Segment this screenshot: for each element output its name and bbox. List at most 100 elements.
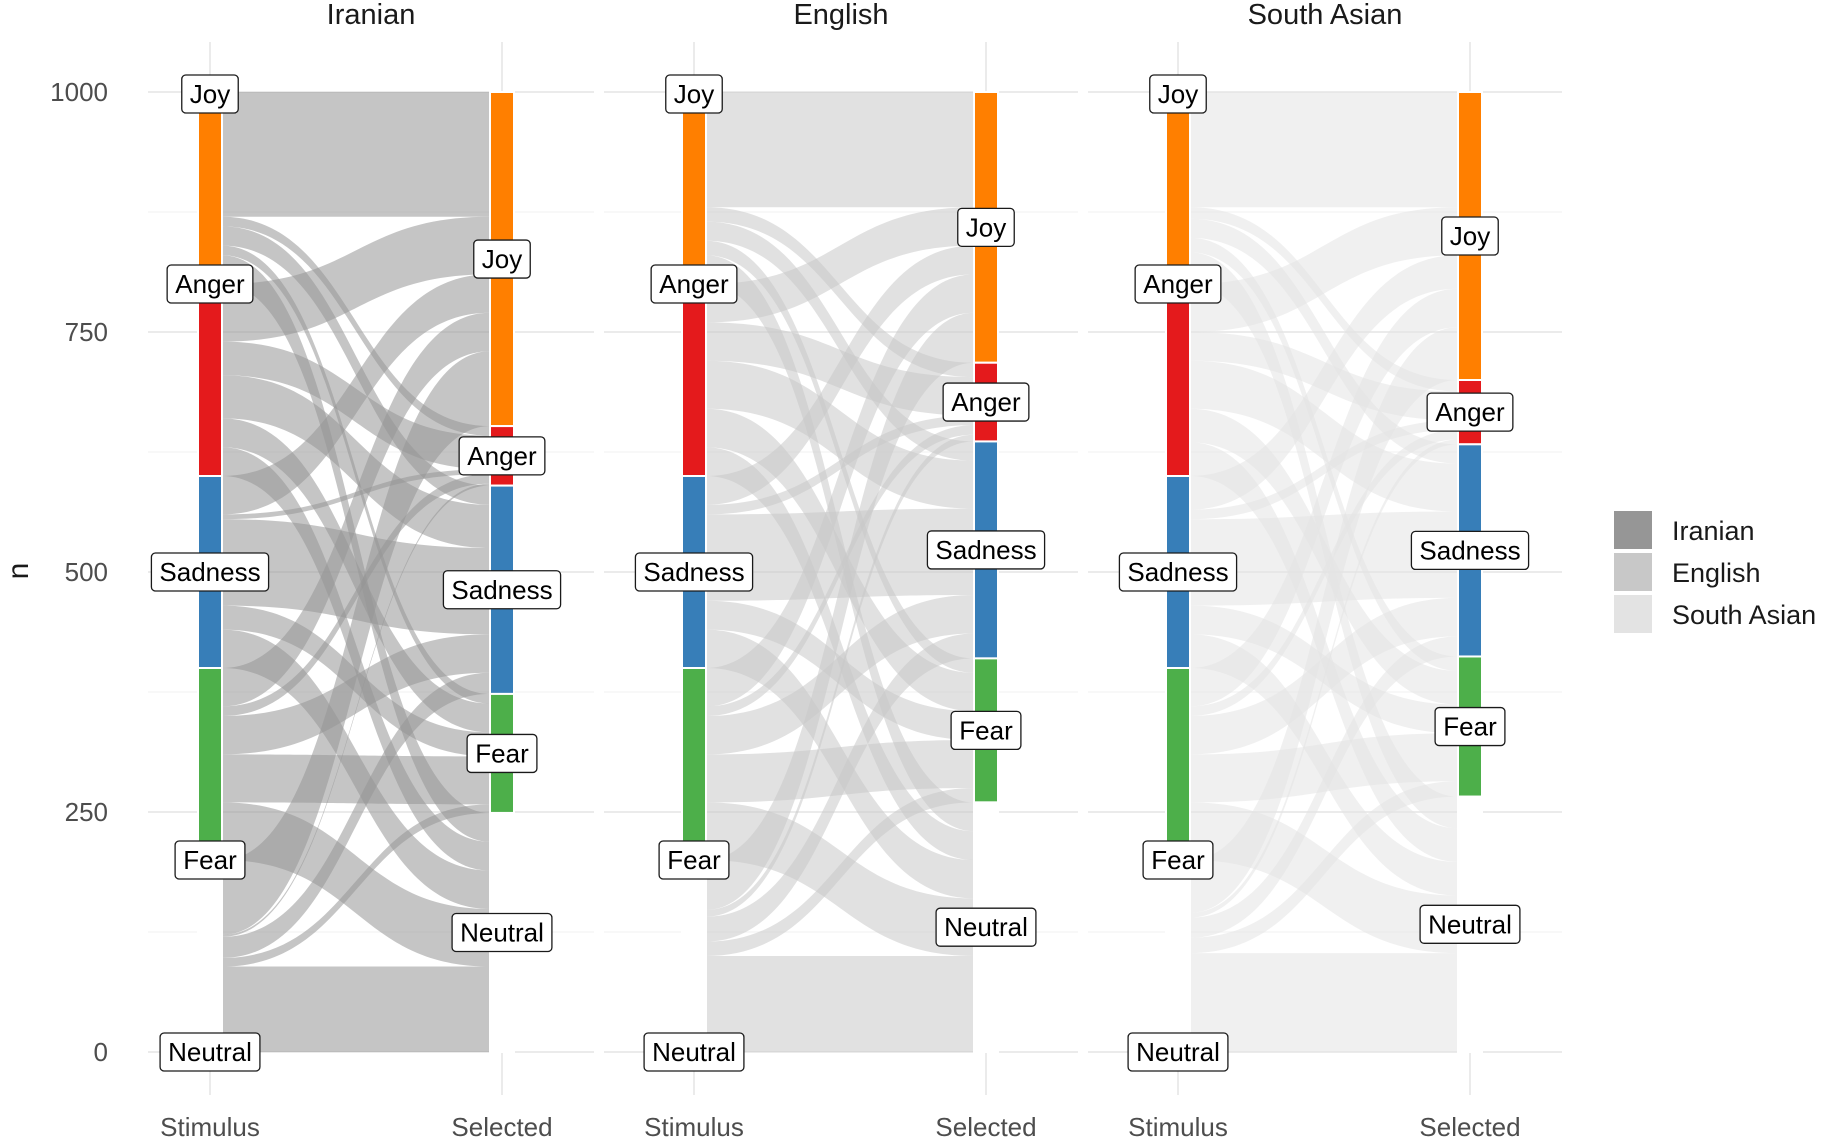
flow-joy-to-joy [1190, 92, 1458, 208]
stimulus-label-joy-box [1149, 74, 1207, 114]
stimulus-node-anger [1165, 283, 1191, 477]
stimulus-label-neutral-text: Neutral [1136, 1037, 1220, 1067]
selected-label-anger-text: Anger [467, 441, 537, 471]
y-tick-label: 750 [65, 317, 108, 347]
stimulus-label-neutral-box [1127, 1032, 1229, 1072]
stimulus-label-fear-text: Fear [183, 845, 237, 875]
selected-label-anger-box [1426, 392, 1514, 432]
flow-fear-to-joy [222, 312, 490, 707]
stimulus-label-fear: Fear [174, 840, 246, 880]
stimulus-label-sadness-text: Sadness [159, 557, 260, 587]
flow-neutral-to-joy [1190, 327, 1458, 913]
selected-label-neutral-text: Neutral [460, 917, 544, 947]
flow-fear-to-joy [706, 274, 974, 707]
stimulus-label-anger-box [166, 264, 254, 304]
selected-label-fear-box [950, 710, 1022, 751]
stimulus-node-anger [681, 283, 707, 477]
stimulus-label-anger-box [650, 264, 738, 304]
flow-neutral-to-sadness [222, 672, 490, 958]
stimulus-label-sadness: Sadness [634, 552, 754, 592]
stimulus-label-joy: Joy [665, 74, 723, 114]
flow-fear-to-joy [1190, 288, 1458, 707]
stimulus-node-neutral [1165, 859, 1191, 1053]
stimulus-label-neutral-box [159, 1032, 261, 1072]
stimulus-label-anger-text: Anger [1143, 269, 1213, 299]
stimulus-label-fear-box [1142, 840, 1214, 880]
flow-neutral-to-neutral [1190, 953, 1458, 1052]
flow-neutral-to-anger [706, 434, 974, 917]
selected-label-joy: Joy [473, 239, 531, 279]
stimulus-label-joy-box [181, 74, 239, 114]
selected-label-fear: Fear [950, 710, 1022, 751]
selected-label-fear-box [1434, 706, 1506, 747]
flow-anger-to-joy [222, 216, 490, 342]
flow-joy-to-joy [222, 92, 490, 217]
selected-label-anger-text: Anger [1435, 397, 1505, 427]
selected-label-joy-box [1441, 216, 1499, 256]
stimulus-label-sadness-box [634, 552, 754, 592]
selected-label-sadness-box [926, 530, 1046, 570]
legend-swatch-south-asian [1614, 595, 1652, 633]
flow-sadness-to-sadness [706, 508, 974, 601]
flow-fear-to-sadness [222, 634, 490, 755]
flow-sadness-to-sadness [222, 519, 490, 635]
flow-anger-to-sadness [1190, 360, 1458, 512]
stimulus-node-neutral [197, 859, 223, 1053]
selected-label-anger-text: Anger [951, 387, 1021, 417]
flow-fear-to-anger [1190, 429, 1458, 716]
flow-neutral-to-anger [222, 483, 490, 937]
flow-neutral-to-neutral [706, 956, 974, 1052]
stimulus-label-anger: Anger [1134, 264, 1222, 304]
stimulus-node-joy [197, 91, 223, 285]
flow-joy-to-sadness [706, 221, 974, 461]
x-tick-label: Selected [935, 1112, 1036, 1142]
flow-sadness-to-joy [1190, 255, 1458, 510]
flow-sadness-to-sadness [1190, 511, 1458, 606]
selected-label-fear-text: Fear [1443, 712, 1497, 742]
panel-title: South Asian [1248, 0, 1403, 31]
label-layer: Iranian Joy Joy Anger Anger Sadness Sadness Fea… [150, 0, 1530, 1072]
stimulus-label-neutral-box [643, 1032, 745, 1072]
stimulus-node-fear [681, 667, 707, 861]
stimulus-node-joy [681, 91, 707, 285]
selected-label-anger: Anger [458, 436, 546, 476]
selected-label-anger-box [458, 436, 546, 476]
stimulus-label-neutral-text: Neutral [168, 1037, 252, 1067]
flow-neutral-to-fear [222, 804, 490, 967]
selected-label-sadness: Sadness [1410, 530, 1530, 571]
selected-label-sadness: Sadness [926, 530, 1046, 570]
stimulus-label-fear-text: Fear [667, 845, 721, 875]
stimulus-label-fear-text: Fear [1151, 845, 1205, 875]
stimulus-node-fear [1165, 667, 1191, 861]
stimulus-label-sadness-box [150, 552, 270, 592]
stimulus-label-neutral-text: Neutral [652, 1037, 736, 1067]
y-axis-title: n [2, 563, 35, 580]
stimulus-label-fear-box [658, 840, 730, 880]
selected-label-sadness-text: Sadness [1419, 535, 1520, 565]
selected-label-joy-box [473, 239, 531, 279]
x-tick-label: Selected [1419, 1112, 1520, 1142]
selected-label-neutral: Neutral [451, 912, 553, 953]
flow-joy-to-joy [706, 92, 974, 208]
y-tick-label: 0 [94, 1037, 108, 1067]
y-tick-label: 500 [65, 557, 108, 587]
stimulus-node-neutral [681, 859, 707, 1053]
flow-joy-to-sadness [222, 226, 490, 505]
flow-sadness-to-joy [706, 245, 974, 505]
axis-layer: n 0 250 500 750 1000 Stimulus Selected Stimulus… [2, 77, 1521, 1142]
flow-joy-to-anger [706, 207, 974, 378]
stimulus-label-fear: Fear [1142, 840, 1214, 880]
x-tick-label: Stimulus [160, 1112, 260, 1142]
selected-label-joy-text: Joy [966, 212, 1006, 242]
stimulus-label-joy-box [665, 74, 723, 114]
flow-neutral-to-joy [706, 312, 974, 910]
selected-label-anger: Anger [1426, 392, 1514, 432]
stimulus-label-sadness-text: Sadness [643, 557, 744, 587]
selected-label-sadness: Sadness [442, 570, 562, 610]
flow-anger-to-joy [1190, 207, 1458, 332]
stimulus-label-joy-text: Joy [1158, 79, 1198, 109]
y-tick-label: 250 [65, 797, 108, 827]
selected-label-neutral-text: Neutral [1428, 909, 1512, 939]
flow-neutral-to-fear [706, 788, 974, 956]
